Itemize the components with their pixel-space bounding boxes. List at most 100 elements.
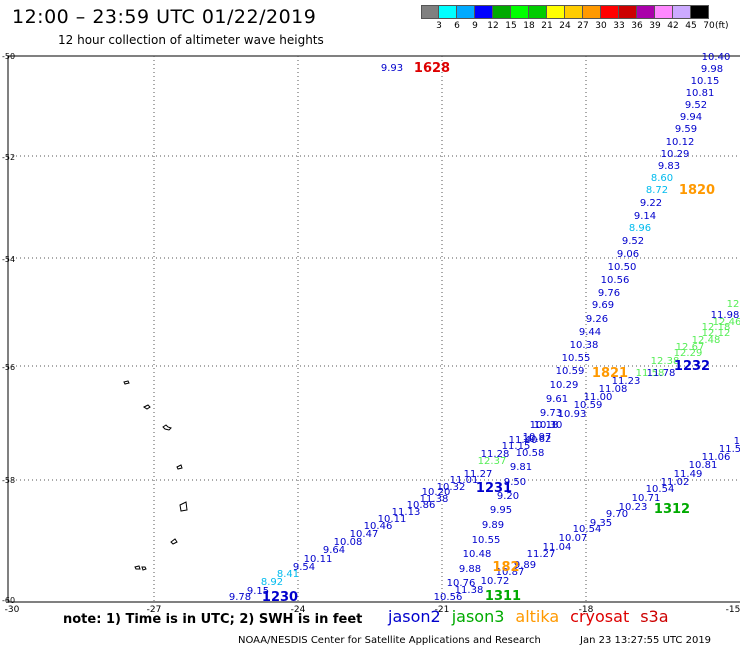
wave-height-label: 9.26 [586, 314, 608, 325]
wave-height-label: 10.38 [570, 340, 599, 351]
island-4 [176, 464, 183, 470]
wave-height-label: 10.29 [661, 149, 690, 160]
color-scale-tick: 27 [577, 21, 589, 31]
time-label: 1820 [679, 183, 715, 198]
map-frame [7, 55, 740, 603]
wave-height-label: 10.81 [686, 88, 715, 99]
color-scale-unit: (ft) [715, 21, 729, 31]
color-scale-tick: 33 [613, 21, 625, 31]
color-swatch [421, 5, 439, 19]
legend-item-altika: altika [515, 607, 560, 626]
latitude-label: -58 [2, 476, 15, 485]
longitude-label: -27 [147, 605, 162, 615]
latitude-label: -50 [2, 52, 15, 61]
time-label: 1628 [414, 61, 450, 76]
island-6 [170, 538, 178, 545]
wave-height-label: 12.29 [674, 348, 703, 359]
wave-height-label: 11.27 [464, 469, 493, 480]
wave-height-label: 9.83 [658, 161, 680, 172]
wave-height-label: 10.55 [562, 353, 591, 364]
wave-height-label: 9.35 [590, 518, 612, 529]
wave-height-label: 11.38 [455, 585, 484, 596]
wave-height-label: 9.76 [598, 288, 620, 299]
color-swatch [547, 5, 565, 19]
wave-height-label: 10.71 [632, 493, 661, 504]
wave-height-label: 9.20 [497, 491, 519, 502]
wave-height-label: 10.15 [691, 76, 720, 87]
wave-height-label: 9.52 [685, 100, 707, 111]
wave-height-label: 11.40 [509, 435, 538, 446]
color-scale-tick: 6 [454, 21, 460, 31]
wave-height-label: 11.13 [392, 507, 421, 518]
footer-timestamp: Jan 23 13:27:55 UTC 2019 [580, 635, 712, 646]
wave-height-label: 10.59 [574, 400, 603, 411]
wave-height-label: 11.98 [711, 310, 740, 321]
time-label: 182 [492, 560, 519, 575]
color-scale [421, 5, 709, 19]
color-scale-tick: 9 [472, 21, 478, 31]
longitude-label: -21 [435, 605, 450, 615]
color-scale-tick: 36 [631, 21, 643, 31]
time-label: 1311 [485, 589, 521, 604]
legend-item-cryosat: cryosat [570, 607, 630, 626]
wave-height-label: 10.87 [496, 567, 525, 578]
wave-height-label: 10.29 [550, 380, 579, 391]
wave-height-label: 12.67 [676, 342, 705, 353]
color-swatch [601, 5, 619, 19]
wave-height-label: 9.06 [617, 249, 639, 260]
color-swatch [439, 5, 457, 19]
wave-height-label: 12 [727, 299, 740, 310]
time-label: 1230 [262, 590, 298, 605]
wave-height-label: 9.70 [606, 509, 628, 520]
wave-height-label: 10.12 [666, 137, 695, 148]
footer-credit: NOAA/NESDIS Center for Satellite Applica… [238, 635, 541, 646]
wave-height-label: 9.89 [482, 520, 504, 531]
island-8 [141, 566, 147, 571]
wave-height-label: 10.56 [434, 592, 463, 603]
island-7 [134, 565, 141, 570]
color-swatch [493, 5, 511, 19]
wave-height-label: 10.86 [407, 500, 436, 511]
wave-height-label: 10.54 [646, 484, 675, 495]
color-scale-tick: 3 [436, 21, 442, 31]
wave-height-label: 8.41 [277, 569, 299, 580]
wave-height-label: 11.38 [420, 494, 449, 505]
color-scale-tick: 30 [595, 21, 607, 31]
color-swatch [619, 5, 637, 19]
wave-height-label: 9.52 [622, 236, 644, 247]
wave-height-label: 10.23 [619, 502, 648, 513]
legend-item-jason2: jason2 [388, 607, 441, 626]
wave-height-label: 9.81 [510, 462, 532, 473]
wave-height-label: 10.11 [378, 514, 407, 525]
wave-height-label: 10.81 [689, 460, 718, 471]
wave-height-label: 8.72 [646, 185, 668, 196]
wave-height-label: 10.11 [304, 554, 333, 565]
wave-height-label: 9.89 [514, 560, 536, 571]
wave-height-label: 11.02 [661, 477, 690, 488]
wave-height-label: 11.04 [543, 542, 572, 553]
island-1 [123, 380, 130, 385]
color-swatch [457, 5, 475, 19]
color-scale-tick: 70 [703, 21, 715, 31]
legend-item-jason3: jason3 [451, 607, 505, 626]
wave-height-label: 9.73 [540, 408, 562, 419]
wave-height-label: 9.64 [323, 545, 345, 556]
longitude-label: -18 [579, 605, 594, 615]
wave-height-label: 8.60 [651, 173, 673, 184]
wave-height-label: 9.98 [701, 64, 723, 75]
wave-height-label: 10.18 [530, 420, 559, 431]
islands [123, 380, 188, 571]
color-swatch [529, 5, 547, 19]
color-swatch [673, 5, 691, 19]
wave-height-label: 10.97 [523, 432, 552, 443]
wave-height-label: 9.50 [504, 477, 526, 488]
wave-height-label: 10.59 [556, 366, 585, 377]
wave-height-label: 11.15 [502, 441, 531, 452]
wave-height-label: 10.93 [558, 409, 587, 420]
wave-height-label: 12.46 [713, 317, 740, 328]
wave-height-label: 10.07 [559, 533, 588, 544]
time-label: 1821 [592, 366, 628, 381]
wave-height-label: 11.08 [599, 384, 628, 395]
latitude-label: -52 [2, 153, 15, 162]
